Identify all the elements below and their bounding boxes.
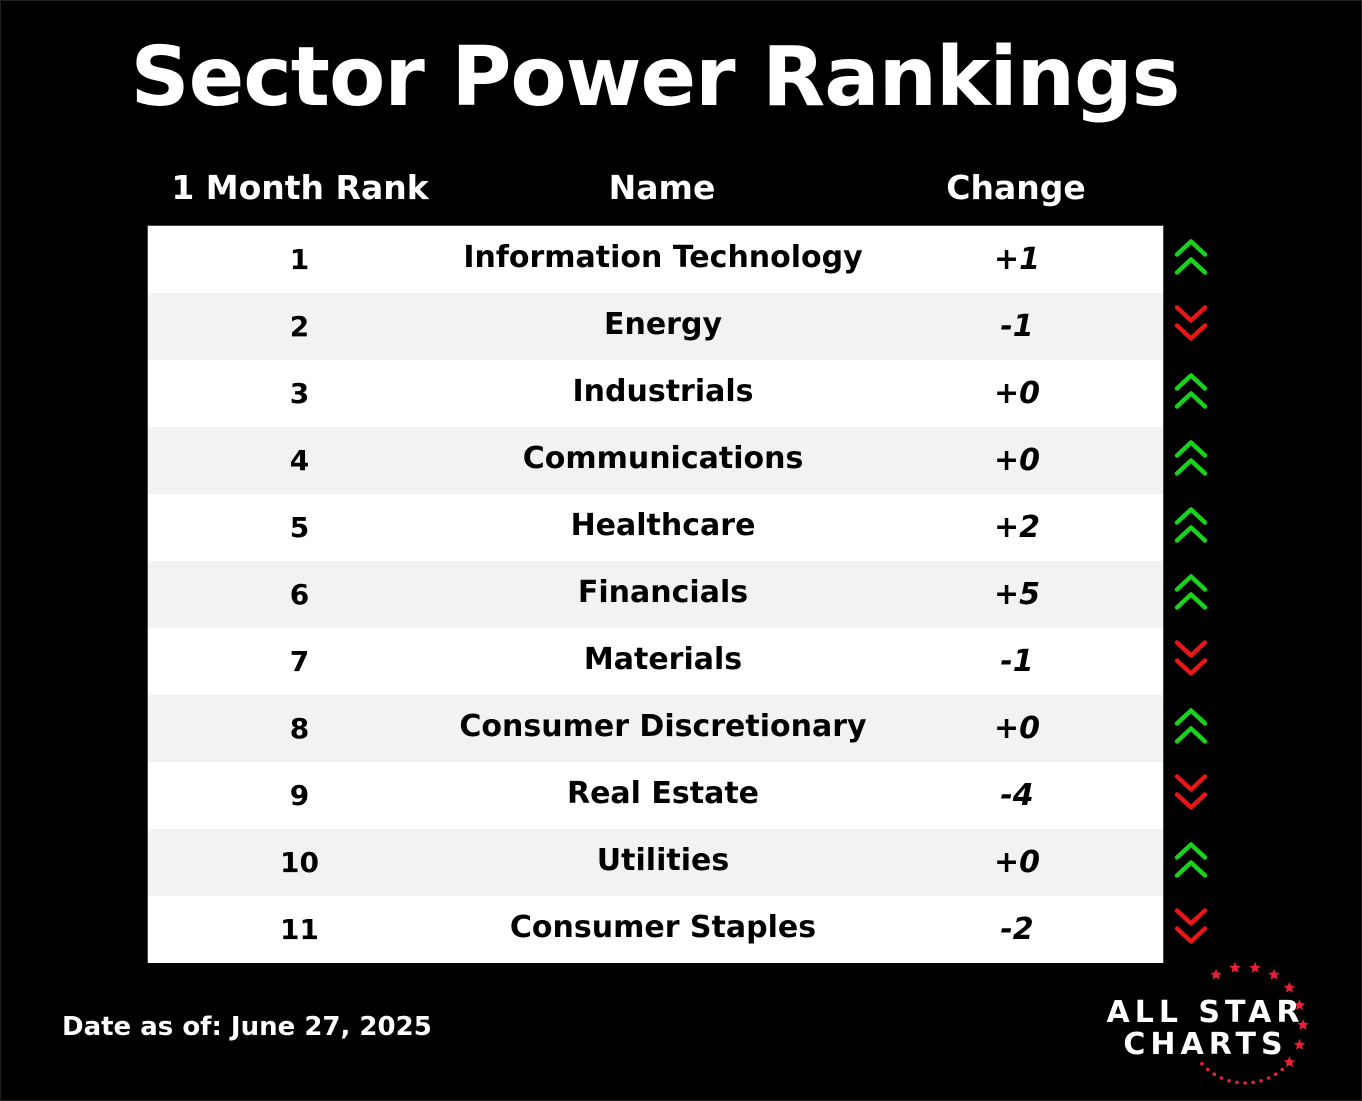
column-header-rank: 1 Month Rank <box>171 168 429 207</box>
table-row: 9 Real Estate -4 <box>148 762 1163 829</box>
change-cell: +0 <box>993 845 1040 880</box>
change-cell: -1 <box>1000 644 1034 679</box>
table-row: 2 Energy -1 <box>148 293 1163 360</box>
rank-cell: 5 <box>289 511 310 544</box>
table-row: 7 Materials -1 <box>148 628 1163 695</box>
rank-cell: 11 <box>280 913 319 946</box>
rank-cell: 7 <box>289 645 310 678</box>
rank-cell: 9 <box>289 779 310 812</box>
change-cell: +1 <box>993 242 1040 277</box>
change-cell: +0 <box>993 376 1040 411</box>
rank-cell: 1 <box>289 243 310 276</box>
table-row: 1 Information Technology +1 <box>148 226 1163 293</box>
change-cell: -4 <box>1000 778 1034 813</box>
page-title: Sector Power Rankings <box>130 30 1181 125</box>
change-cell: +0 <box>993 711 1040 746</box>
sector-name-cell: Materials <box>583 642 743 677</box>
sector-name-cell: Energy <box>603 307 723 342</box>
rank-cell: 6 <box>289 578 310 611</box>
rank-cell: 8 <box>289 712 310 745</box>
all-star-charts-logo: ALL STAR CHARTS <box>1095 955 1345 1090</box>
sector-name-cell: Consumer Discretionary <box>459 709 867 744</box>
star-ring-icon <box>1200 961 1309 1085</box>
table-row: 5 Healthcare +2 <box>148 494 1163 561</box>
table-row: 3 Industrials +0 <box>148 360 1163 427</box>
rank-cell: 2 <box>289 310 310 343</box>
sector-name-cell: Healthcare <box>570 508 756 543</box>
sector-name-cell: Information Technology <box>463 240 863 275</box>
sector-name-cell: Communications <box>522 441 804 476</box>
column-header-change: Change <box>946 168 1086 207</box>
rank-cell: 10 <box>280 846 319 879</box>
table-row: 4 Communications +0 <box>148 427 1163 494</box>
sector-name-cell: Financials <box>577 575 749 610</box>
table-row: 10 Utilities +0 <box>148 829 1163 896</box>
table-row: 6 Financials +5 <box>148 561 1163 628</box>
rankings-table: 1 Information Technology +1 2 Energy -1 3 Indus… <box>147 225 1164 963</box>
sector-name-cell: Consumer Staples <box>509 910 817 945</box>
rank-cell: 3 <box>289 377 310 410</box>
date-as-of: Date as of: June 27, 2025 <box>62 1012 432 1042</box>
table-row: 8 Consumer Discretionary +0 <box>148 695 1163 762</box>
change-cell: -2 <box>1000 912 1034 947</box>
sector-name-cell: Utilities <box>596 843 730 878</box>
change-cell: +5 <box>993 577 1040 612</box>
sector-name-cell: Real Estate <box>566 776 760 811</box>
table-row: 11 Consumer Staples -2 <box>148 896 1163 963</box>
sector-name-cell: Industrials <box>572 374 754 409</box>
change-cell: +2 <box>993 510 1040 545</box>
logo-text-line-1: ALL STAR <box>1106 995 1305 1030</box>
rank-cell: 4 <box>289 444 310 477</box>
change-cell: +0 <box>993 443 1040 478</box>
change-cell: -1 <box>1000 309 1034 344</box>
column-header-name: Name <box>608 168 716 207</box>
logo-text-line-2: CHARTS <box>1123 1027 1288 1062</box>
